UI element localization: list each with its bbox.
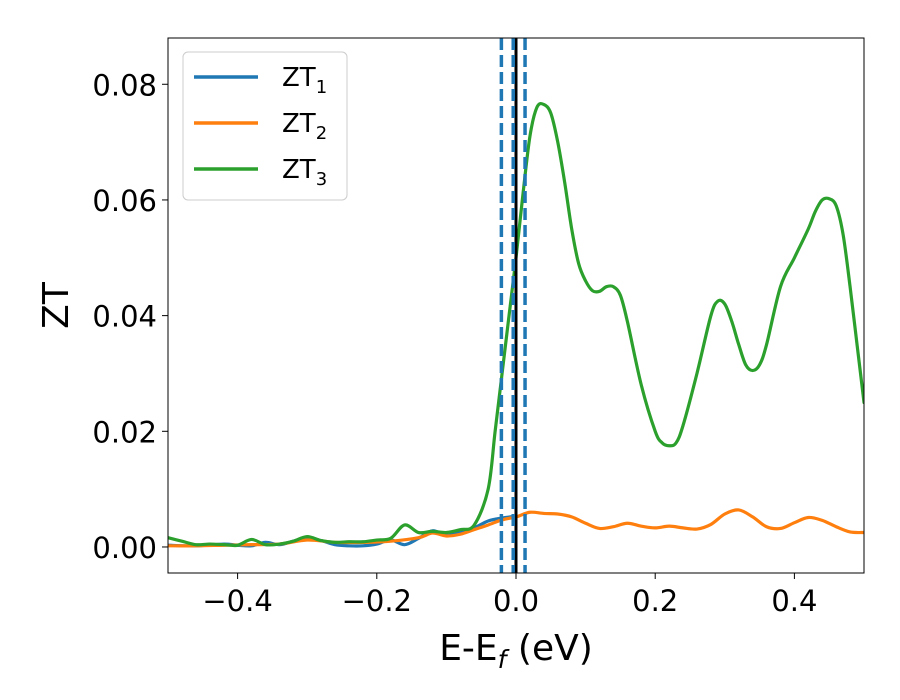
- x-tick-label: 0.0: [493, 584, 539, 618]
- x-tick-label: 0.4: [771, 584, 817, 618]
- plot-series-group: [168, 38, 864, 573]
- x-tick-label: −0.4: [202, 584, 272, 618]
- x-axis-title: E-Ef (eV): [439, 628, 593, 674]
- x-tick-label: −0.2: [342, 584, 412, 618]
- y-tick-label: 0.06: [92, 184, 157, 218]
- legend-box: [182, 51, 348, 201]
- y-tick-label: 0.08: [92, 68, 157, 102]
- legend-label-zt1: ZT1: [282, 63, 327, 98]
- y-tick-label: 0.04: [92, 300, 157, 334]
- x-tick-label: 0.2: [632, 584, 678, 618]
- series-line-zt3: [168, 102, 864, 548]
- legend-label-zt3: ZT3: [282, 155, 327, 190]
- y-axis-title: ZT: [36, 281, 77, 329]
- y-tick-label: 0.00: [92, 531, 157, 565]
- legend: ZT1 ZT2 ZT3: [182, 51, 348, 201]
- legend-label-zt2: ZT2: [282, 109, 327, 144]
- y-tick-label: 0.02: [92, 415, 157, 449]
